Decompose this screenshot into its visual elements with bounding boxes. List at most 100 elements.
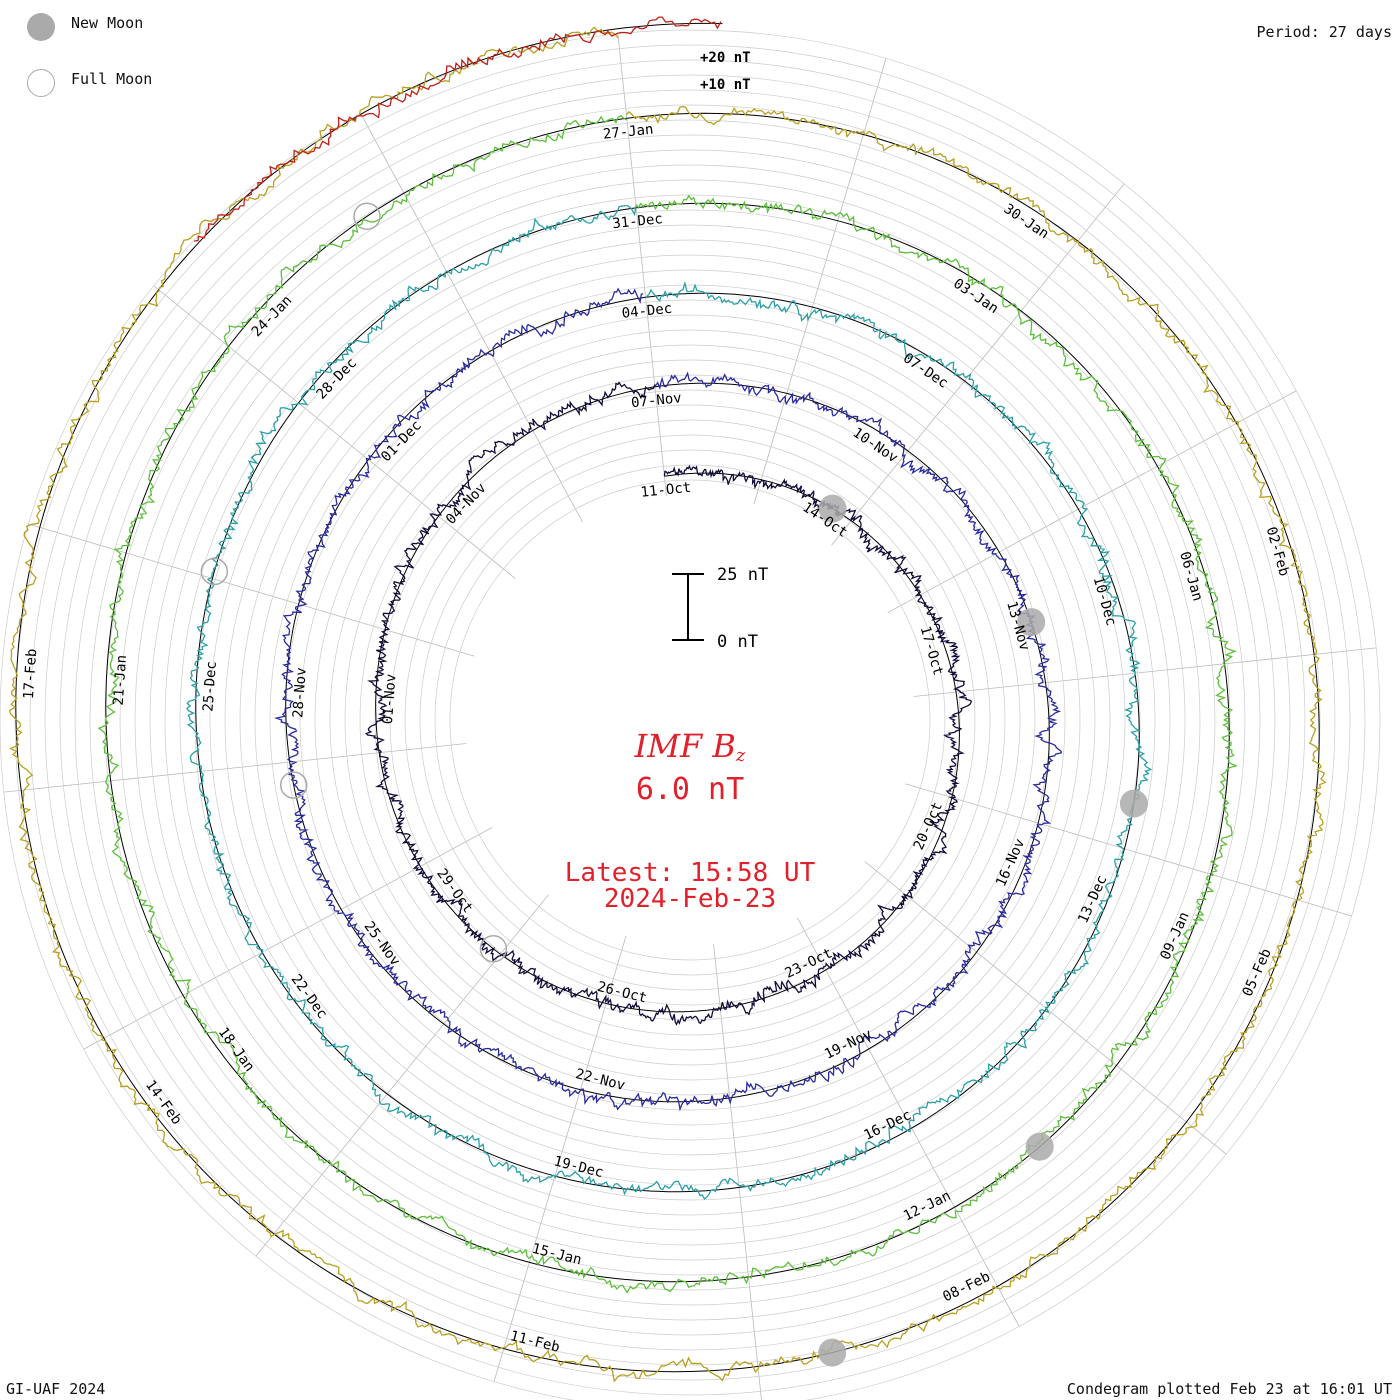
plotted-timestamp: Condegram plotted Feb 23 at 16:01 UT	[1066, 1380, 1392, 1398]
grid-circle	[239, 269, 1141, 1171]
date-label: 25-Nov	[360, 919, 403, 969]
grid-spoke	[493, 935, 627, 1382]
trace-layer	[8, 16, 1327, 1383]
grid-circle	[344, 374, 1036, 1066]
date-label: 30-Jan	[1001, 201, 1052, 243]
date-label: 24-Jan	[249, 293, 296, 340]
grid-circle	[149, 179, 1231, 1261]
new-moon-marker	[818, 1338, 847, 1367]
bz-trace-ring-6	[194, 16, 722, 242]
grid-circle	[209, 239, 1171, 1201]
latest-date: 2024-Feb-23	[603, 884, 777, 914]
scale-bar-top-label: 25 nT	[717, 565, 768, 585]
grid-circle	[449, 479, 931, 961]
grid-circle	[164, 194, 1216, 1246]
bz-trace-ring-2	[273, 287, 1063, 1112]
bz-trace-ring-1	[364, 381, 973, 1026]
date-label: 17-Feb	[21, 648, 40, 700]
grid-circle	[119, 149, 1261, 1291]
full-moon-marker	[479, 935, 508, 963]
date-label: 31-Dec	[612, 211, 664, 232]
grid-layer	[0, 22, 1381, 1400]
grid-spoke	[713, 943, 762, 1400]
grid-spoke	[255, 894, 549, 1257]
full-moon-marker	[200, 557, 229, 586]
date-label: 23-Oct	[783, 945, 835, 982]
grid-circle	[314, 344, 1066, 1096]
date-label: 28-Dec	[313, 355, 360, 402]
grid-spoke	[28, 523, 475, 657]
moon-layer	[200, 202, 1148, 1367]
center-title-main: IMF B	[634, 727, 736, 765]
date-label: 25-Dec	[200, 661, 219, 713]
date-label: 11-Oct	[640, 480, 692, 501]
bz-trace-ring-5	[8, 26, 1327, 1383]
new-moon-marker	[818, 494, 847, 523]
date-label: 28-Nov	[290, 667, 309, 719]
bz-trace-ring-4	[97, 115, 1238, 1294]
grid-circle	[74, 104, 1306, 1336]
grid-circle	[194, 224, 1186, 1216]
date-label: 09-Jan	[1158, 910, 1193, 963]
date-label: 07-Nov	[630, 390, 682, 411]
date-label: 04-Dec	[621, 301, 673, 322]
new-moon-icon	[27, 13, 55, 41]
date-label: 18-Jan	[215, 1025, 258, 1075]
grid-spoke	[887, 390, 1297, 613]
legend-full-moon-label: Full Moon	[71, 70, 153, 88]
grid-circle	[104, 134, 1276, 1306]
grid-spoke	[360, 113, 583, 523]
full-moon-icon	[27, 69, 55, 97]
grid-circle	[419, 449, 961, 991]
outer-scale-label-10: +10 nT	[700, 77, 751, 93]
date-label: 07-Dec	[900, 350, 951, 392]
full-moon-marker	[279, 771, 308, 799]
date-label: 10-Nov	[850, 425, 901, 467]
grid-circle	[269, 299, 1111, 1141]
date-label: 29-Oct	[433, 866, 476, 916]
grid-circle	[434, 464, 946, 976]
scale-bar: 25 nT 0 nT	[672, 565, 768, 652]
grid-circle	[179, 209, 1201, 1231]
full-moon-marker	[353, 202, 381, 231]
date-label: 08-Feb	[940, 1269, 992, 1306]
grid-spoke	[83, 827, 493, 1050]
outer-scale-labels: +20 nT +10 nT	[700, 50, 751, 93]
outer-scale-label-20: +20 nT	[700, 50, 751, 66]
center-title: IMF Bz	[540, 727, 840, 766]
grid-circle	[0, 29, 1381, 1400]
grid-spoke	[913, 647, 1377, 697]
bz-trace-ring-3	[186, 204, 1153, 1200]
scale-bar-bottom-label: 0 nT	[717, 632, 758, 652]
grid-spoke	[797, 917, 1020, 1327]
date-label: 19-Nov	[822, 1026, 874, 1063]
date-label: 16-Dec	[861, 1107, 913, 1144]
date-label: 20-Oct	[911, 800, 946, 853]
grid-circle	[134, 164, 1246, 1276]
date-label: 06-Jan	[1176, 550, 1205, 603]
period-label: Period: 27 days	[1256, 23, 1392, 41]
date-label: 21-Jan	[111, 654, 130, 706]
date-label: 01-Nov	[380, 673, 399, 725]
date-label: 02-Feb	[1263, 525, 1292, 578]
grid-circle	[374, 404, 1006, 1036]
grid-spoke	[831, 183, 1125, 546]
grid-circle	[59, 89, 1321, 1351]
grid-circle	[14, 44, 1366, 1396]
credit-label: GI-UAF 2024	[6, 1380, 106, 1398]
grid-circle	[284, 314, 1096, 1126]
grid-spoke	[3, 743, 467, 793]
grid-circle	[44, 74, 1336, 1366]
legend-new-moon-label: New Moon	[71, 14, 144, 32]
grid-circle	[254, 284, 1126, 1156]
new-moon-marker	[1017, 608, 1046, 637]
grid-circle	[389, 419, 991, 1021]
grid-circle	[329, 359, 1051, 1081]
center-title-sub: z	[735, 745, 746, 766]
grid-circle	[89, 119, 1291, 1321]
date-label: 12-Jan	[901, 1188, 953, 1225]
center-value: 6.0 nT	[635, 772, 745, 807]
grid-circle	[224, 254, 1156, 1186]
grid-circle	[29, 59, 1351, 1381]
date-label: 14-Feb	[142, 1077, 185, 1127]
